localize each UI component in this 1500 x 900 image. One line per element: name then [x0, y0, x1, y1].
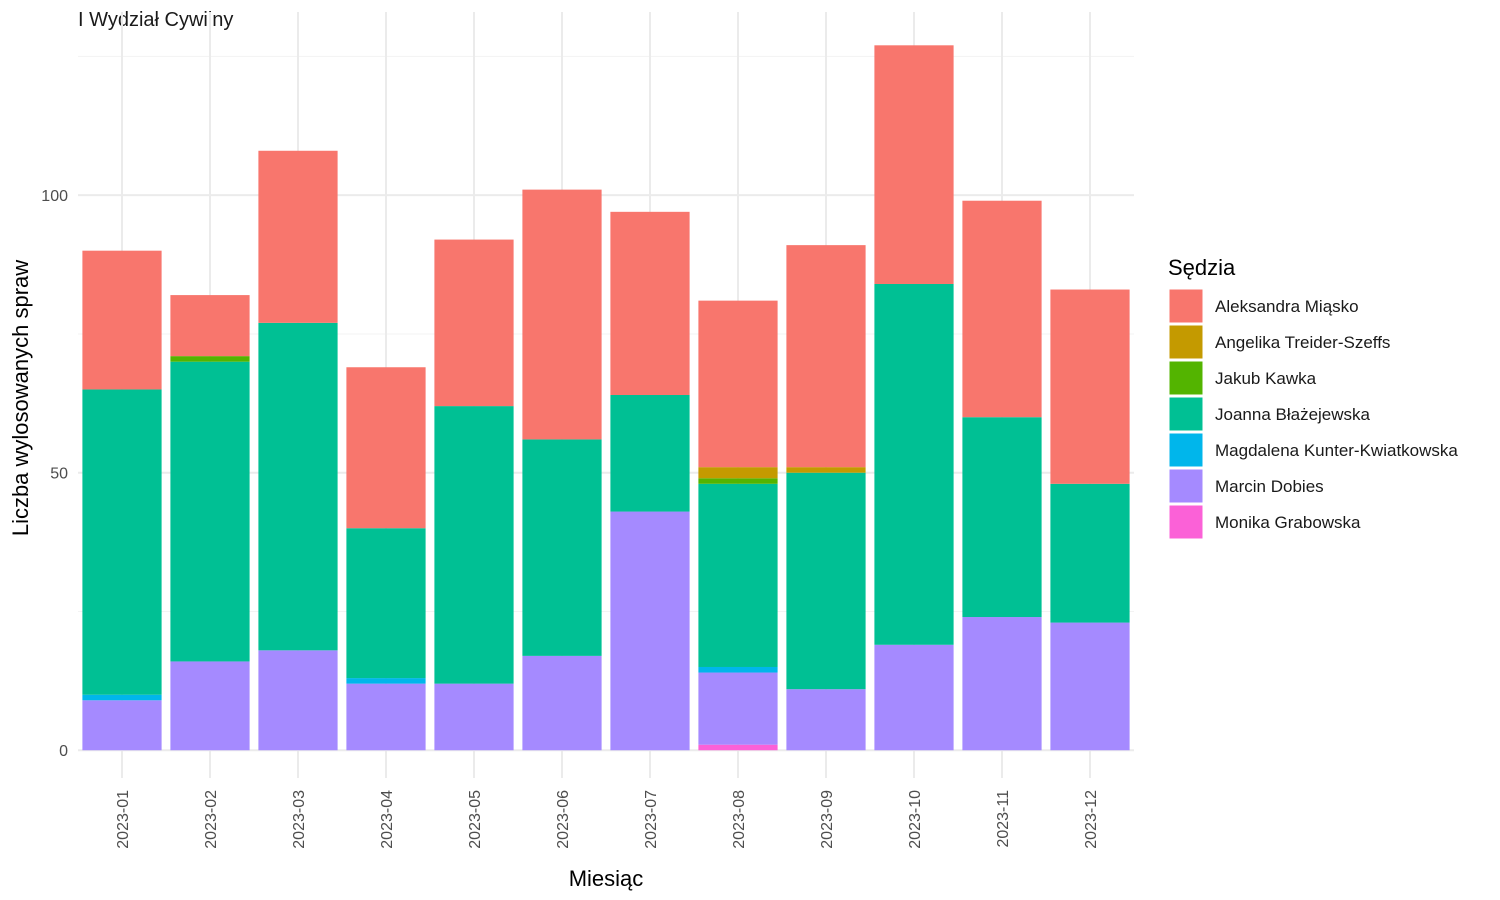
bar-segment — [786, 689, 866, 751]
legend-item: Marcin Dobies — [1168, 468, 1324, 504]
legend-label: Angelika Treider-Szeffs — [1215, 333, 1390, 352]
bar-segment — [522, 189, 602, 440]
bar-segment — [82, 700, 162, 751]
legend-label: Marcin Dobies — [1215, 477, 1324, 496]
bar-segment — [434, 683, 514, 751]
legend-swatch — [1168, 432, 1204, 468]
bar-segment — [698, 478, 778, 484]
legend-swatch — [1168, 360, 1204, 396]
legend-item: Aleksandra Miąsko — [1168, 288, 1359, 324]
bar-segment — [434, 406, 514, 684]
legend-label: Joanna Błażejewska — [1215, 405, 1371, 424]
bar-segment — [170, 295, 250, 357]
legend-item: Magdalena Kunter-Kwiatkowska — [1168, 432, 1458, 468]
legend-item: Jakub Kawka — [1168, 360, 1317, 396]
bar-segment — [610, 511, 690, 751]
bar-segment — [82, 389, 162, 695]
x-tick-label: 2023-07 — [643, 790, 660, 849]
bar-segment — [258, 150, 338, 323]
y-axis-ticks: 0 50 100 — [41, 188, 68, 760]
x-tick-label: 2023-11 — [995, 790, 1012, 848]
legend-label: Magdalena Kunter-Kwiatkowska — [1215, 441, 1458, 460]
bar-segment — [610, 211, 690, 395]
legend-swatch — [1168, 324, 1204, 360]
bar-segment — [346, 367, 426, 529]
bar-segment — [698, 483, 778, 667]
bar-segment — [258, 650, 338, 751]
bar-segment — [170, 356, 250, 362]
bar-segment — [82, 694, 162, 701]
legend-label: Jakub Kawka — [1215, 369, 1317, 388]
bar-segment — [698, 744, 778, 751]
y-tick-label: 0 — [59, 743, 68, 760]
bar-segment — [170, 361, 250, 662]
bar-segment — [786, 472, 866, 690]
bar-segment — [698, 467, 778, 479]
bar-segment — [786, 467, 866, 473]
x-axis-title: Miesiąc — [569, 866, 644, 891]
bar-segment — [1050, 289, 1130, 484]
bar-segment — [962, 417, 1042, 618]
legend-label: Monika Grabowska — [1215, 513, 1361, 532]
bar-segment — [346, 678, 426, 684]
bar-segment — [1050, 622, 1130, 751]
x-tick-label: 2023-01 — [115, 790, 132, 849]
bar-segment — [1050, 483, 1130, 623]
bar-segment — [874, 644, 954, 751]
legend-swatch — [1168, 468, 1204, 504]
legend-swatch — [1168, 504, 1204, 540]
y-axis-title: Liczba wylosowanych spraw — [8, 260, 33, 536]
legend-item: Joanna Błażejewska — [1168, 396, 1371, 432]
bar-segment — [962, 200, 1042, 418]
bar-segment — [698, 672, 778, 745]
bar-segment — [82, 250, 162, 390]
bar-segment — [170, 661, 250, 751]
legend-label: Aleksandra Miąsko — [1215, 297, 1359, 316]
bar-segment — [786, 245, 866, 468]
legend: Sędzia Aleksandra Miąsko Angelika Treider… — [1168, 255, 1458, 540]
x-tick-label: 2023-05 — [467, 790, 484, 849]
bar-segment — [434, 239, 514, 407]
bar-segment — [698, 300, 778, 468]
x-tick-label: 2023-12 — [1083, 790, 1100, 849]
chart-title: I Wydział Cywilny — [78, 9, 233, 31]
legend-title: Sędzia — [1168, 255, 1236, 280]
y-tick-label: 50 — [50, 466, 68, 483]
bar-segment — [874, 283, 954, 645]
legend-item: Monika Grabowska — [1168, 504, 1361, 540]
x-tick-label: 2023-08 — [731, 790, 748, 849]
legend-swatch — [1168, 288, 1204, 324]
bar-segment — [346, 528, 426, 679]
x-tick-label: 2023-03 — [291, 790, 308, 849]
bar-segment — [874, 45, 954, 284]
bar-segment — [698, 666, 778, 673]
x-tick-label: 2023-04 — [379, 790, 396, 849]
x-axis-ticks: 2023-01 2023-02 2023-03 2023-04 2023-05 2023-… — [115, 790, 1100, 849]
bar-segment — [522, 655, 602, 751]
bar-segment — [346, 683, 426, 751]
bar-segment — [258, 322, 338, 651]
legend-item: Angelika Treider-Szeffs — [1168, 324, 1390, 360]
x-tick-label: 2023-06 — [555, 790, 572, 849]
x-tick-label: 2023-10 — [907, 790, 924, 849]
x-tick-label: 2023-09 — [819, 790, 836, 849]
legend-swatch — [1168, 396, 1204, 432]
bar-segment — [610, 395, 690, 512]
y-tick-label: 100 — [41, 188, 68, 205]
bars — [82, 45, 1130, 751]
bar-segment — [522, 439, 602, 656]
bar-segment — [962, 617, 1042, 751]
x-tick-label: 2023-02 — [203, 790, 220, 849]
